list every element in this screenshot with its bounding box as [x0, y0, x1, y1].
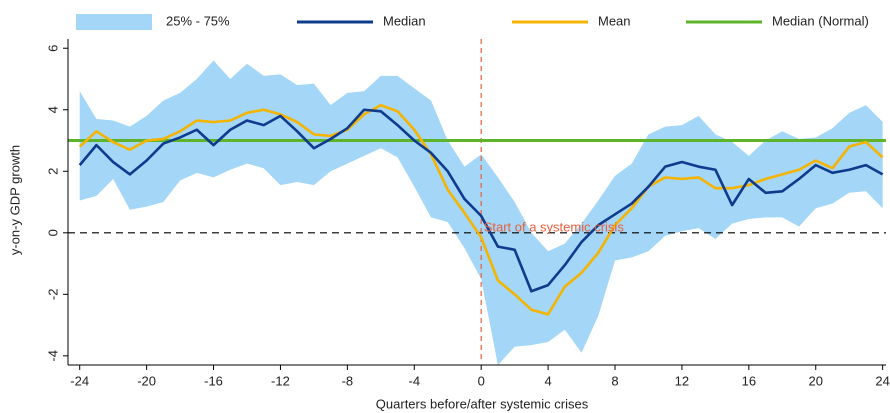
series-line	[78, 108, 884, 293]
x-tick-label: 4	[544, 373, 551, 388]
series-line	[78, 103, 884, 316]
y-tick-label: -2	[45, 289, 60, 301]
x-tick-label: 12	[675, 373, 689, 388]
x-tick-label: -24	[70, 373, 89, 388]
y-tick-label: 4	[45, 106, 60, 113]
x-axis-label: Quarters before/after systemic crises	[376, 396, 589, 411]
x-tick-label: 24	[875, 373, 889, 388]
legend-label: 25% - 75%	[166, 13, 230, 28]
y-tick-label: 0	[45, 229, 60, 236]
x-tick-label: 8	[611, 373, 618, 388]
x-tick-label: 0	[478, 373, 485, 388]
legend-label: Mean	[598, 13, 631, 28]
x-tick-label: 16	[742, 373, 756, 388]
x-tick-label: -16	[204, 373, 223, 388]
x-tick-label: -4	[408, 373, 420, 388]
y-tick-label: 2	[45, 168, 60, 175]
y-tick-label: -4	[45, 350, 60, 362]
y-axis-label: y-on-y GDP growth	[7, 145, 22, 255]
x-tick-label: -20	[137, 373, 156, 388]
x-tick-label: -12	[271, 373, 290, 388]
x-tick-label: -8	[342, 373, 354, 388]
y-tick-label: 6	[45, 45, 60, 52]
x-tick-label: 20	[809, 373, 823, 388]
annotation: Start of a systemic crisis	[484, 220, 625, 235]
legend-swatch	[76, 14, 152, 30]
legend-label: Median (Normal)	[772, 13, 869, 28]
legend-label: Median	[383, 13, 426, 28]
